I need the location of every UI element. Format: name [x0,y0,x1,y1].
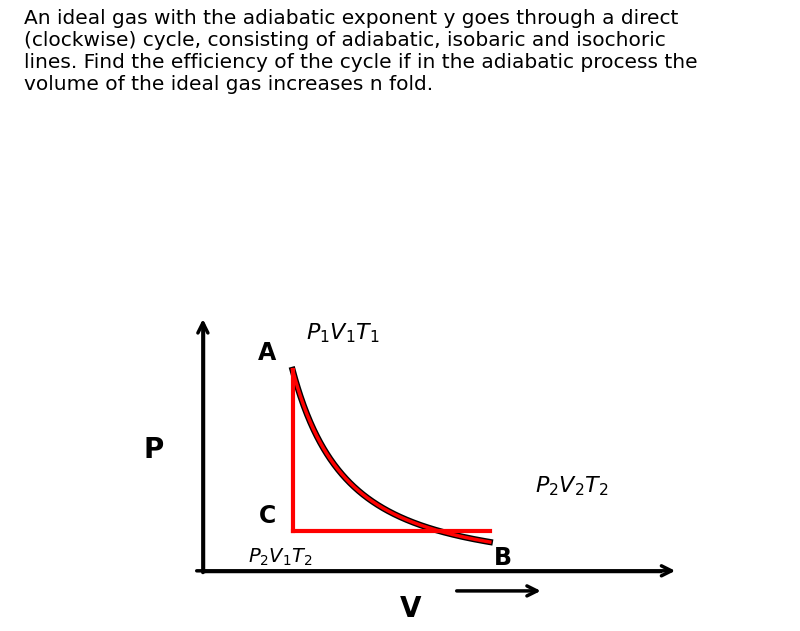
Text: $P_1V_1T_1$: $P_1V_1T_1$ [306,322,380,345]
Text: C: C [259,504,277,528]
Text: V: V [400,596,422,623]
Text: $P_2V_2T_2$: $P_2V_2T_2$ [534,474,608,498]
Text: A: A [258,341,277,365]
Text: An ideal gas with the adiabatic exponent y goes through a direct
(clockwise) cyc: An ideal gas with the adiabatic exponent… [24,9,698,95]
Text: $P_2V_1T_2$: $P_2V_1T_2$ [248,546,313,567]
Text: B: B [494,546,512,570]
Text: P: P [143,436,164,464]
